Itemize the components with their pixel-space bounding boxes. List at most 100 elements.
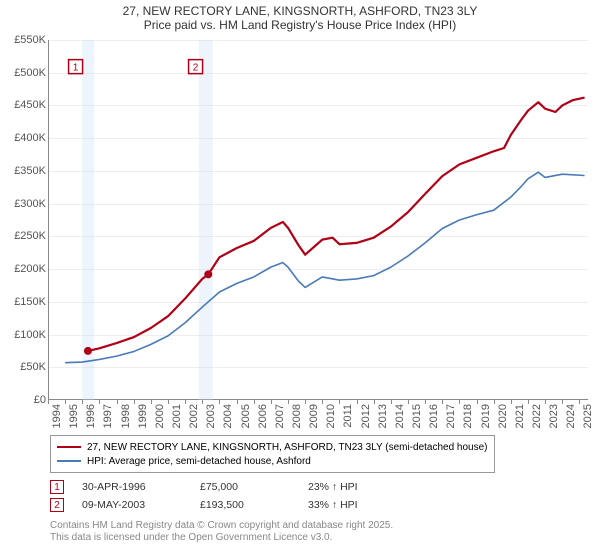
sale-hpi: 23% ↑ HPI [308,481,408,493]
sale-point [84,347,92,355]
series-line-hpi [65,172,584,362]
x-tick-label: 2012 [360,404,372,428]
x-tick [202,400,203,404]
y-tick-label: £100K [14,329,46,341]
x-tick-label: 2004 [222,404,234,428]
y-tick-label: £400K [14,132,46,144]
y-tick-label: £450K [14,99,46,111]
x-tick-label: 2010 [325,404,337,428]
marker-number: 2 [193,63,199,74]
marker-number: 1 [73,63,79,74]
x-tick [339,400,340,404]
x-tick-label: 2002 [188,404,200,428]
attribution-line-1: Contains HM Land Registry data © Crown c… [50,520,393,532]
x-tick [271,400,272,404]
y-tick-label: £0 [34,394,46,406]
x-tick [545,400,546,404]
x-tick [579,400,580,404]
x-tick [219,400,220,404]
legend-swatch-price [57,446,81,448]
y-tick-label: £50K [20,361,46,373]
attribution: Contains HM Land Registry data © Crown c… [50,520,393,544]
x-tick [237,400,238,404]
attribution-line-2: This data is licensed under the Open Gov… [50,532,393,544]
x-tick-label: 2005 [240,404,252,428]
sale-row: 209-MAY-2003£193,50033% ↑ HPI [50,496,408,514]
x-tick [357,400,358,404]
x-tick-label: 2008 [291,404,303,428]
x-tick-label: 2003 [205,404,217,428]
x-tick-label: 2021 [514,404,526,428]
x-tick [477,400,478,404]
y-tick-label: £300K [14,198,46,210]
x-tick [305,400,306,404]
x-tick-label: 1999 [137,404,149,428]
x-tick [391,400,392,404]
x-tick-label: 2019 [480,404,492,428]
x-tick [65,400,66,404]
x-tick [99,400,100,404]
x-tick [494,400,495,404]
sale-date: 30-APR-1996 [82,481,182,493]
legend-row-hpi: HPI: Average price, semi-detached house,… [57,454,488,468]
chart-svg: 12 [48,40,588,400]
series-line-price_paid [88,98,585,351]
sale-row: 1 30-APR-1996 £75,000 23% ↑ HPI [50,478,408,496]
x-tick [408,400,409,404]
x-tick [168,400,169,404]
x-tick-label: 2020 [497,404,509,428]
x-tick-label: 2011 [342,404,354,428]
x-tick-label: 2015 [411,404,423,428]
x-tick [442,400,443,404]
x-tick-label: 2013 [377,404,389,428]
x-tick [254,400,255,404]
sale-price: £193,500 [200,499,290,511]
x-tick [374,400,375,404]
x-tick-label: 2024 [565,404,577,428]
x-tick-label: 2022 [531,404,543,428]
chart-title: 27, NEW RECTORY LANE, KINGSNORTH, ASHFOR… [0,0,600,34]
x-tick-label: 2001 [171,404,183,428]
x-tick-label: 2018 [462,404,474,428]
x-tick-label: 1995 [68,404,80,428]
chart-container: 27, NEW RECTORY LANE, KINGSNORTH, ASHFOR… [0,0,600,560]
x-tick-label: 2007 [274,404,286,428]
x-tick [185,400,186,404]
x-tick-label: 2000 [154,404,166,428]
x-tick [459,400,460,404]
sale-num-box: 2 [50,498,64,512]
sale-table: 1 30-APR-1996 £75,000 23% ↑ HPI 2 09-MAY-2003… [50,478,408,514]
title-line-1: 27, NEW RECTORY LANE, KINGSNORTH, ASHFOR… [0,4,600,18]
x-tick-label: 2017 [445,404,457,428]
x-tick [134,400,135,404]
x-tick [528,400,529,404]
shade-band [82,40,94,400]
y-tick-label: £250K [14,230,46,242]
y-tick-label: £150K [14,296,46,308]
x-tick-label: 1998 [120,404,132,428]
sale-num-box: 1 [50,480,64,494]
sale-point [204,270,212,278]
x-tick [48,400,49,404]
x-tick [288,400,289,404]
x-tick [117,400,118,404]
x-tick-label: 2025 [582,404,594,428]
shade-band [199,40,213,400]
y-tick-label: £550K [14,34,46,46]
x-tick [82,400,83,404]
legend-label-price: 27, NEW RECTORY LANE, KINGSNORTH, ASHFOR… [87,442,488,453]
legend-swatch-hpi [57,460,81,462]
x-tick-label: 2016 [428,404,440,428]
sale-date: 09-MAY-2003 [82,499,182,511]
x-tick [511,400,512,404]
x-tick-label: 1996 [85,404,97,428]
sale-price: £75,000 [200,481,290,493]
x-tick-label: 2009 [308,404,320,428]
title-line-2: Price paid vs. HM Land Registry's House … [0,18,600,32]
x-tick-label: 2023 [548,404,560,428]
legend: 27, NEW RECTORY LANE, KINGSNORTH, ASHFOR… [50,435,495,473]
x-tick [425,400,426,404]
x-tick-label: 1997 [102,404,114,428]
legend-row-price: 27, NEW RECTORY LANE, KINGSNORTH, ASHFOR… [57,440,488,454]
x-tick [562,400,563,404]
